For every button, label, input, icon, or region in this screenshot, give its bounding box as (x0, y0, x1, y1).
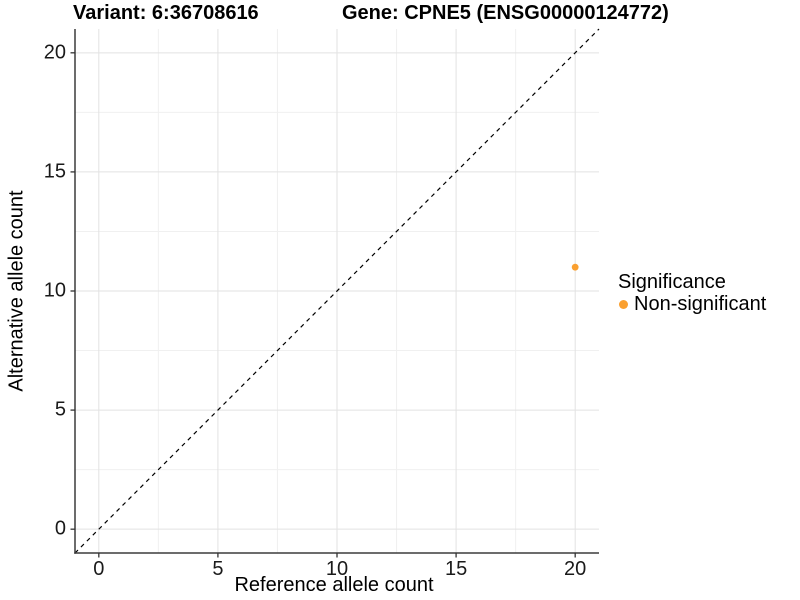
y-tick-label: 20 (43, 41, 66, 64)
legend-entry-label: Non-significant (634, 293, 767, 315)
y-tick-label: 0 (54, 517, 66, 540)
y-tick-label: 5 (54, 398, 66, 421)
x-tick-label: 5 (212, 558, 224, 580)
plot-title-gene: Gene: CPNE5 (ENSG00000124772) (342, 2, 669, 24)
legend-title: Significance (618, 271, 726, 293)
y-axis-title: Alternative allele count (5, 190, 28, 392)
y-tick-label: 15 (43, 160, 66, 183)
x-tick-label: 15 (444, 558, 468, 580)
x-tick-label: 10 (325, 558, 349, 580)
legend: Significance Non-significant (612, 271, 766, 315)
legend-point-icon (619, 299, 628, 309)
plot-title-variant: Variant: 6:36708616 (73, 2, 259, 24)
x-tick-label: 20 (564, 558, 587, 580)
y-tick-label: 10 (43, 279, 66, 302)
identity-line (74, 28, 600, 554)
x-axis-title: Reference allele count (234, 574, 434, 596)
data-point (571, 263, 579, 271)
legend-entry: Non-significant (612, 294, 766, 314)
x-tick-label: 0 (93, 558, 105, 580)
